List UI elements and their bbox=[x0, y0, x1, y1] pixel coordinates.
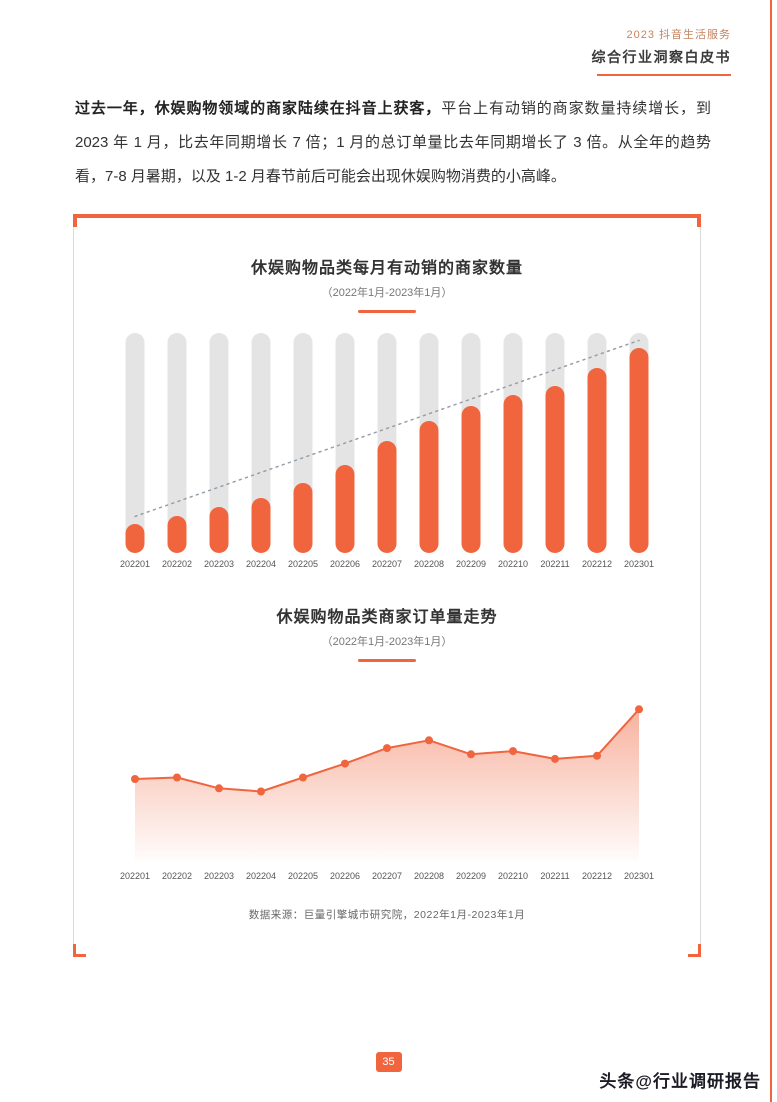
data-point bbox=[215, 784, 223, 793]
page-number-badge: 35 bbox=[375, 1052, 402, 1072]
bar-value bbox=[125, 524, 145, 553]
bar-value bbox=[209, 506, 229, 553]
bar-column bbox=[366, 333, 408, 553]
bar-chart bbox=[114, 333, 660, 553]
bar-value bbox=[587, 368, 607, 553]
merchant-count-chart-block: 休娱购物品类每月有动销的商家数量 （2022年1月-2023年1月） 20220… bbox=[74, 254, 700, 569]
bar-column bbox=[114, 333, 156, 553]
data-point bbox=[509, 747, 517, 756]
x-axis-label: 202205 bbox=[287, 559, 319, 569]
bar-column bbox=[618, 333, 660, 553]
x-axis-label: 202208 bbox=[413, 871, 445, 881]
x-axis-label: 202211 bbox=[540, 559, 570, 569]
x-axis-label: 202204 bbox=[245, 559, 277, 569]
header-underline bbox=[597, 74, 731, 76]
x-axis-label: 202203 bbox=[203, 871, 235, 881]
bar-value bbox=[629, 348, 649, 553]
bar-chart-subtitle: （2022年1月-2023年1月） bbox=[321, 287, 453, 299]
x-axis-label: 202212 bbox=[581, 871, 613, 881]
bar-column bbox=[324, 333, 366, 553]
x-axis-label: 202202 bbox=[161, 559, 193, 569]
watermark: 头条@行业调研报告 bbox=[599, 1072, 761, 1091]
x-axis-label: 202202 bbox=[161, 871, 193, 881]
data-point bbox=[173, 773, 181, 782]
intro-lead-text: 过去一年，休娱购物领域的商家陆续在抖音上获客， bbox=[75, 100, 442, 117]
bar-value bbox=[419, 421, 439, 553]
bar-value bbox=[251, 498, 271, 553]
data-point bbox=[131, 775, 139, 783]
bar-column bbox=[156, 333, 198, 553]
bar-chart-title-underline bbox=[358, 310, 416, 313]
line-chart-svg bbox=[131, 705, 643, 861]
bar-value bbox=[545, 385, 565, 553]
x-axis-label: 202207 bbox=[371, 871, 403, 881]
x-axis-label: 202211 bbox=[540, 871, 570, 881]
x-axis-label: 202207 bbox=[371, 559, 403, 569]
order-trend-chart-block: 休娱购物品类商家订单量走势 （2022年1月-2023年1月） 202201 20… bbox=[74, 603, 700, 881]
bar-column bbox=[534, 333, 576, 553]
data-point bbox=[467, 750, 475, 759]
x-axis-label: 202210 bbox=[497, 871, 529, 881]
data-point bbox=[635, 705, 643, 714]
line-chart-labels: 202201 202202 202203 202204 202205 202206 2022… bbox=[114, 871, 660, 881]
x-axis-label: 202208 bbox=[413, 559, 445, 569]
bar-value bbox=[335, 465, 355, 553]
bar-value bbox=[503, 394, 523, 553]
bar-column bbox=[240, 333, 282, 553]
x-axis-label: 202201 bbox=[119, 559, 151, 569]
data-point bbox=[341, 759, 349, 768]
data-point bbox=[383, 744, 391, 753]
x-axis-label: 202204 bbox=[245, 871, 277, 881]
bar-value bbox=[293, 482, 313, 553]
order-points bbox=[131, 705, 643, 796]
chart-frame: 休娱购物品类每月有动销的商家数量 （2022年1月-2023年1月） 20220… bbox=[73, 214, 701, 957]
data-point bbox=[593, 751, 601, 760]
line-chart-title: 休娱购物品类商家订单量走势 bbox=[276, 609, 498, 626]
bar-column bbox=[282, 333, 324, 553]
data-point bbox=[551, 754, 559, 763]
line-chart-subtitle: （2022年1月-2023年1月） bbox=[321, 636, 453, 648]
bar-value bbox=[377, 440, 397, 553]
frame-corner-bottom-right bbox=[688, 944, 701, 957]
x-axis-label: 202201 bbox=[119, 871, 151, 881]
intro-paragraph: 过去一年，休娱购物领域的商家陆续在抖音上获客，平台上有动销的商家数量持续增长，到… bbox=[75, 92, 711, 194]
bar-column bbox=[492, 333, 534, 553]
bar-column bbox=[198, 333, 240, 553]
frame-corner-bottom-left bbox=[73, 944, 86, 957]
intro-body-text: 平台上有动销的商家数量持续增长，到 2023 年 1 月，比去年同期增长 7 倍… bbox=[75, 100, 711, 185]
data-point bbox=[299, 773, 307, 782]
data-point bbox=[425, 736, 433, 745]
bar-chart-title: 休娱购物品类每月有动销的商家数量 bbox=[250, 260, 523, 277]
bar-value bbox=[461, 405, 481, 553]
x-axis-label: 202301 bbox=[623, 559, 655, 569]
x-axis-label: 202212 bbox=[581, 559, 613, 569]
x-axis-label: 202206 bbox=[329, 559, 361, 569]
data-point bbox=[257, 787, 265, 796]
x-axis-label: 202203 bbox=[203, 559, 235, 569]
x-axis-label: 202210 bbox=[497, 559, 529, 569]
bar-chart-labels: 202201 202202 202203 202204 202205 202206 2022… bbox=[114, 559, 660, 569]
bar-column bbox=[576, 333, 618, 553]
report-series-label: 2023 抖音生活服务 bbox=[626, 29, 731, 41]
order-area-fill bbox=[135, 709, 639, 861]
bar-column bbox=[408, 333, 450, 553]
x-axis-label: 202209 bbox=[455, 871, 487, 881]
bar-column bbox=[450, 333, 492, 553]
page-edge-accent bbox=[770, 0, 772, 1102]
page-header: 2023 抖音生活服务 综合行业洞察白皮书 bbox=[0, 0, 777, 76]
x-axis-label: 202206 bbox=[329, 871, 361, 881]
frame-top-accent bbox=[73, 214, 701, 227]
x-axis-label: 202205 bbox=[287, 871, 319, 881]
x-axis-label: 202301 bbox=[623, 871, 655, 881]
bar-chart-bars bbox=[114, 333, 660, 553]
bar-value bbox=[167, 515, 187, 553]
data-source: 数据来源：巨量引擎城市研究院，2022年1月-2023年1月 bbox=[248, 909, 526, 921]
bar-track bbox=[125, 333, 145, 553]
x-axis-label: 202209 bbox=[455, 559, 487, 569]
report-title: 综合行业洞察白皮书 bbox=[591, 49, 731, 65]
line-chart-title-underline bbox=[358, 659, 416, 662]
